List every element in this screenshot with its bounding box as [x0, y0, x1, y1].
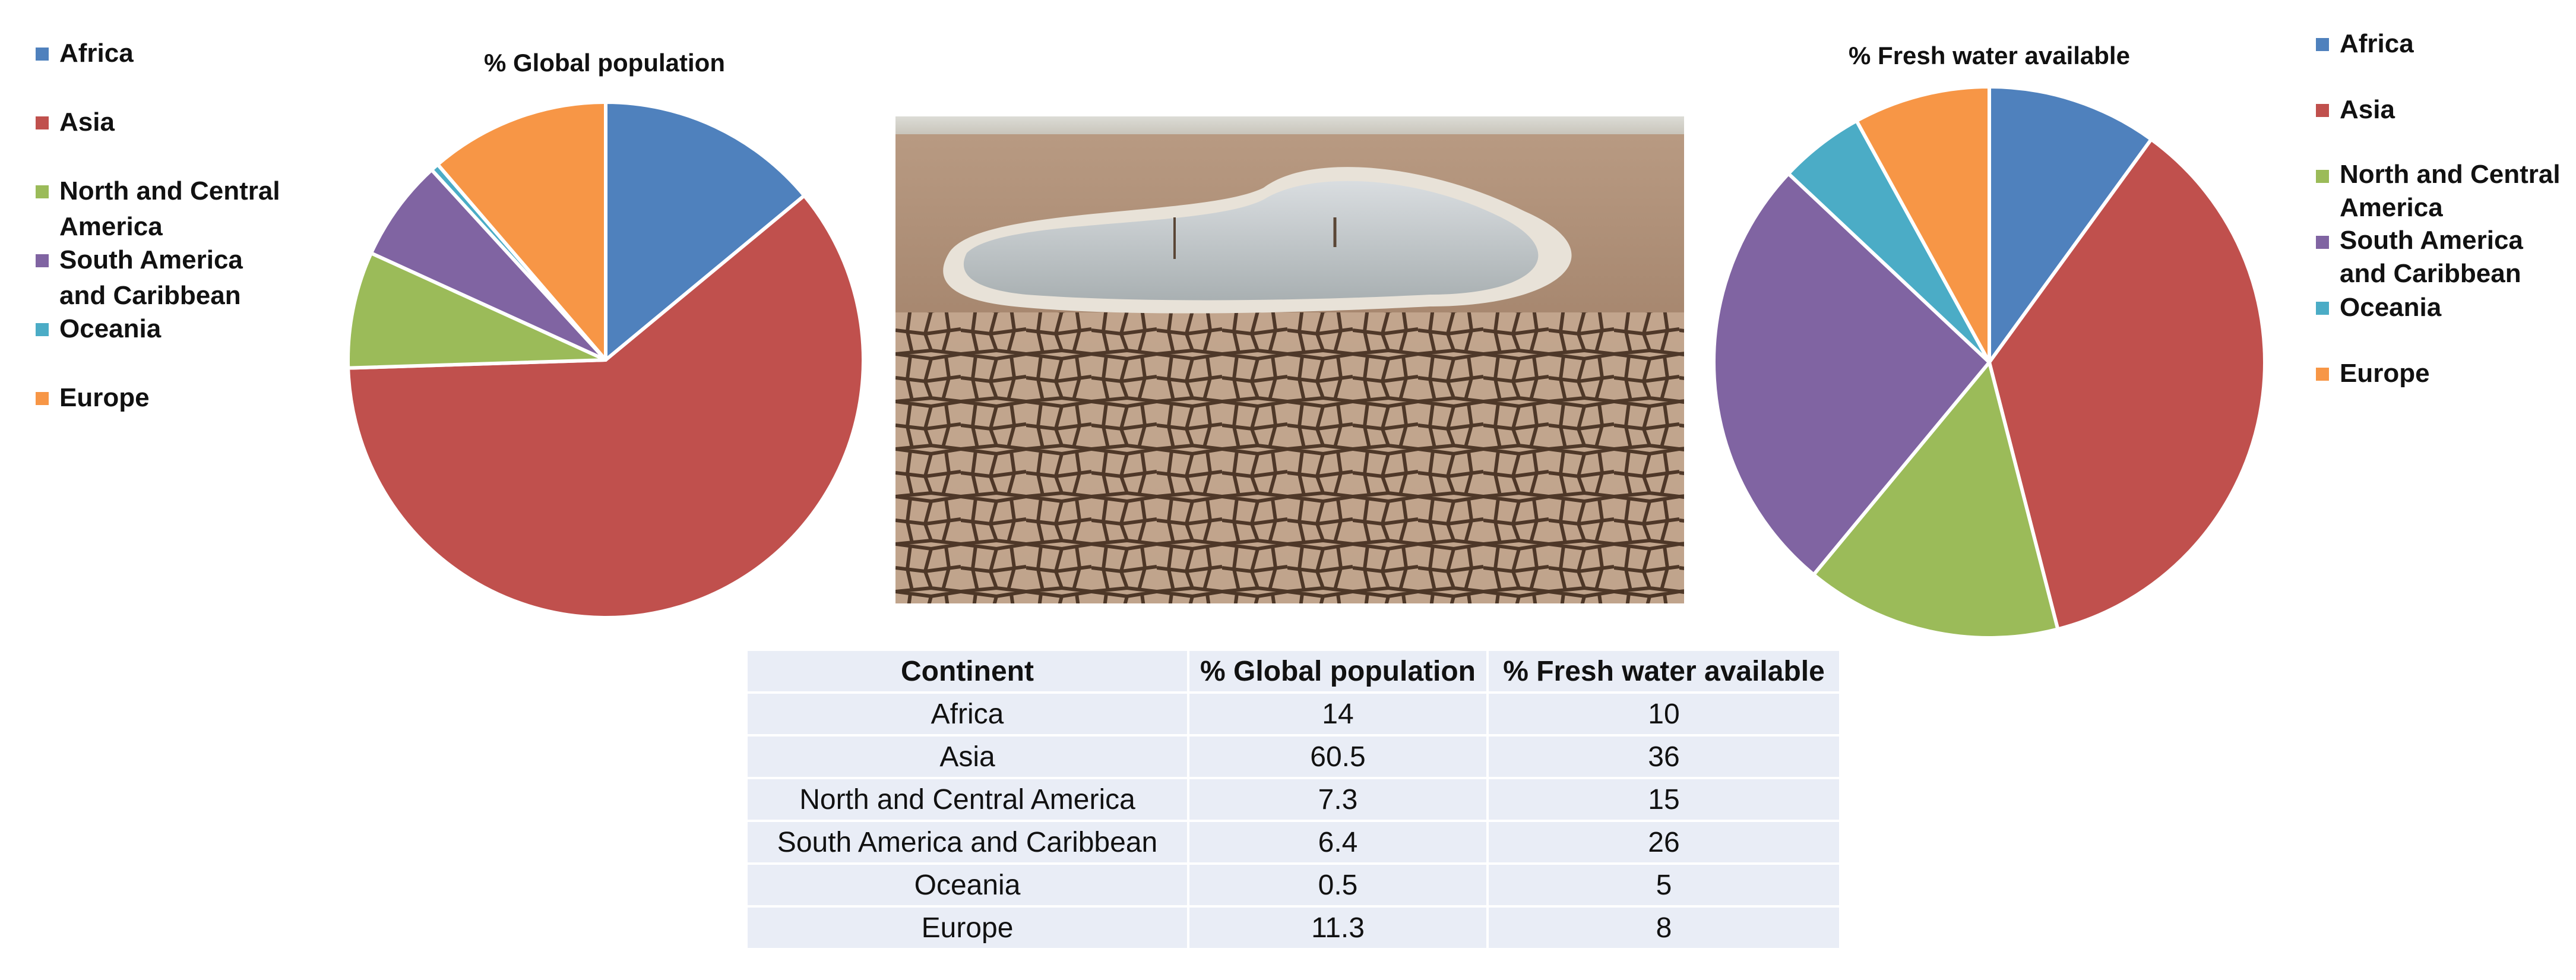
chart-title-freshwater: % Fresh water available	[1849, 42, 2130, 69]
data-table: Continent % Global population % Fresh wa…	[745, 649, 1841, 950]
table-cell: 5	[1486, 862, 1841, 908]
legend-label: Africa	[2340, 29, 2414, 58]
legend-label: Oceania	[59, 314, 162, 343]
pie-slice-africa	[1988, 85, 2153, 364]
table-cell: South America and Caribbean	[745, 820, 1189, 865]
table-cell: 15	[1486, 777, 1841, 822]
legend-label: North and Central America	[59, 176, 280, 241]
legend-swatch-north-central-america	[36, 185, 49, 198]
table-cell: 10	[1486, 691, 1841, 736]
pie-slice-asia	[346, 194, 865, 619]
table-header-row: Continent % Global population % Fresh wa…	[745, 649, 1841, 694]
legend-label: Asia	[2340, 95, 2395, 124]
table-cell: North and Central America	[745, 777, 1189, 822]
table-cell: Oceania	[745, 862, 1189, 908]
table-cell: 26	[1486, 820, 1841, 865]
legend-swatch-north-central-america	[2316, 170, 2329, 183]
table-cell: 6.4	[1187, 820, 1489, 865]
legend-swatch-africa	[2316, 38, 2329, 51]
legend-swatch-oceania	[36, 323, 49, 336]
legend-label: Africa	[59, 39, 134, 68]
legend-swatch-south-america-caribbean	[36, 254, 49, 267]
legend-label: Oceania	[2340, 293, 2442, 322]
table-cell: 36	[1486, 734, 1841, 779]
table-header-cell: % Global population	[1187, 649, 1489, 694]
legend-label: North and Central America	[2340, 160, 2561, 222]
legend-swatch-europe	[36, 392, 49, 405]
pie-slice-south-america-and-caribbean	[1712, 172, 1991, 577]
pie-slice-north-and-central-america	[1812, 361, 2060, 640]
table-row: Asia 60.5 36	[745, 734, 1841, 779]
pie-slice-north-and-central-america	[346, 251, 607, 370]
table-header-cell: Continent	[745, 649, 1189, 694]
pie-slice-europe	[1855, 85, 1991, 364]
table-row: Europe 11.3 8	[745, 905, 1841, 950]
pie-slice-europe	[436, 100, 607, 362]
legend-swatch-south-america-caribbean	[2316, 236, 2329, 249]
chart-title-population: % Global population	[484, 49, 725, 77]
legend-label: South America and Caribbean	[59, 245, 243, 310]
legend-swatch-africa	[36, 48, 49, 61]
drought-photo	[895, 116, 1684, 603]
table-cell: 11.3	[1187, 905, 1489, 950]
legend-swatch-asia	[2316, 104, 2329, 117]
table-cell: 8	[1486, 905, 1841, 950]
legend-swatch-oceania	[2316, 302, 2329, 315]
legend-swatch-asia	[36, 116, 49, 129]
table-row: Oceania 0.5 5	[745, 862, 1841, 908]
legend-label: Europe	[59, 383, 150, 412]
table-cell: 14	[1187, 691, 1489, 736]
legend-label: Europe	[2340, 359, 2430, 388]
table-cell: 0.5	[1187, 862, 1489, 908]
table-header-cell: % Fresh water available	[1486, 649, 1841, 694]
pie-chart-population	[346, 100, 865, 619]
pie-slice-south-america-and-caribbean	[369, 167, 607, 362]
table-cell: Europe	[745, 905, 1189, 950]
drought-photo-image	[895, 116, 1684, 603]
pie-slice-africa	[604, 100, 806, 362]
table-cell: Asia	[745, 734, 1189, 779]
table-row: Africa 14 10	[745, 691, 1841, 736]
pie-slice-asia	[1988, 137, 2267, 631]
table-row: South America and Caribbean 6.4 26	[745, 820, 1841, 865]
legend-swatch-europe	[2316, 368, 2329, 381]
table-cell: 60.5	[1187, 734, 1489, 779]
table-cell: Africa	[745, 691, 1189, 736]
table-cell: 7.3	[1187, 777, 1489, 822]
table-row: North and Central America 7.3 15	[745, 777, 1841, 822]
legend-label: Asia	[59, 108, 115, 137]
legend-label: South America and Caribbean	[2340, 226, 2523, 288]
pie-chart-freshwater	[1712, 85, 2267, 640]
